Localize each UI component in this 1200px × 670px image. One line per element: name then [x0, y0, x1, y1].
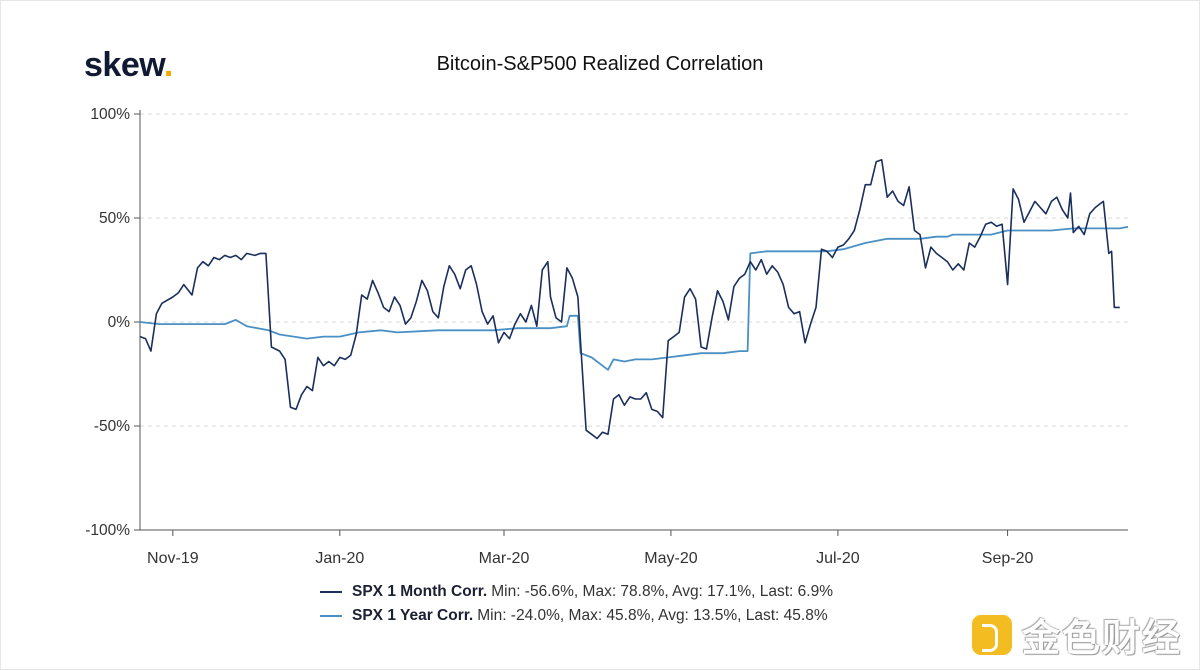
grid-layer [140, 113, 1128, 427]
x-tick-label: Jul-20 [816, 550, 860, 567]
legend-label-1y: SPX 1 Year Corr. [352, 607, 474, 624]
legend-entry-1y[interactable]: SPX 1 Year Corr. Min: -24.0%, Max: 45.8%… [320, 604, 833, 628]
y-tick-label: 100% [90, 106, 130, 123]
skew-logo: skew. [84, 46, 173, 85]
chart-title: Bitcoin-S&P500 Realized Correlation [436, 53, 764, 75]
legend-swatch-1m [320, 591, 342, 593]
legend-entry-1m[interactable]: SPX 1 Month Corr. Min: -56.6%, Max: 78.8… [320, 580, 833, 604]
brand-name: skew [84, 46, 164, 84]
series-line-1m [139, 159, 1120, 440]
legend-stats-1m: Min: -56.6%, Max: 78.8%, Avg: 17.1%, Las… [491, 583, 833, 600]
y-tick-label: 0% [108, 314, 131, 331]
legend-stats-1y: Min: -24.0%, Max: 45.8%, Avg: 13.5%, Las… [477, 607, 828, 624]
goldcoin-logo-icon [971, 614, 1012, 655]
y-tick-label: 50% [99, 210, 130, 227]
x-tick-label: Nov-19 [147, 550, 199, 567]
watermark: 金色财经 [971, 607, 1182, 662]
x-tick-label: Mar-20 [479, 550, 530, 567]
y-tick-label: -50% [94, 418, 130, 435]
axis-layer: 100% 50% 0% -50% -100% Nov-19 Jan-20 Mar-20 May-… [85, 106, 1128, 567]
watermark-text: 金色财经 [1021, 616, 1182, 660]
brand-dot: . [163, 46, 173, 84]
x-tick-label: Sep-20 [982, 550, 1034, 567]
x-tick-label: Jan-20 [315, 550, 364, 567]
x-tick-label: May-20 [644, 550, 697, 567]
chart-legend: SPX 1 Month Corr. Min: -56.6%, Max: 78.8… [320, 580, 833, 628]
legend-label-1m: SPX 1 Month Corr. [352, 583, 488, 600]
series-layer [139, 159, 1129, 440]
series-line-1y [139, 225, 1129, 371]
y-tick-label: -100% [85, 522, 130, 539]
legend-swatch-1y [320, 615, 342, 617]
